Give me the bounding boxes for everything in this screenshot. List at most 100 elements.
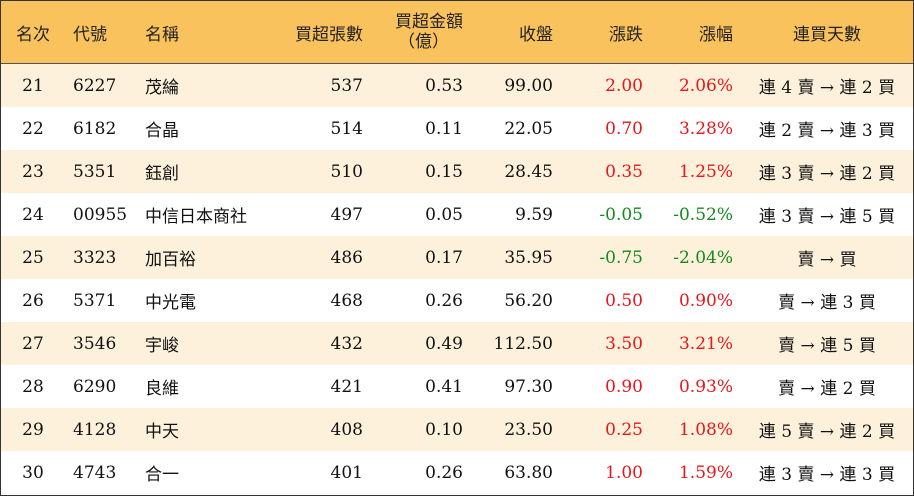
table-row: 21 6227 茂綸 537 0.53 99.00 2.00 2.06% 連 4…	[1, 64, 913, 107]
name-cell: 良維	[145, 379, 179, 399]
name-cell: 中光電	[145, 293, 196, 313]
change-cell: 0.90	[605, 376, 643, 397]
lots-cell: 401	[330, 462, 363, 483]
rank-cell: 26	[22, 290, 44, 311]
rank-cell: 30	[22, 462, 44, 483]
change-pct-cell: 1.08%	[678, 419, 733, 440]
code-cell: 6290	[73, 376, 117, 397]
change-pct-cell: 0.93%	[678, 376, 733, 397]
code-cell: 3546	[73, 333, 117, 354]
change-cell: 0.25	[605, 419, 643, 440]
header-change: 漲跌	[609, 24, 643, 45]
name-cell: 合晶	[145, 121, 179, 141]
header-rank: 名次	[16, 24, 50, 45]
lots-cell: 514	[330, 118, 363, 139]
lots-cell: 421	[330, 376, 363, 397]
close-cell: 9.59	[515, 204, 553, 225]
lots-cell: 468	[330, 290, 363, 311]
amount-cell: 0.53	[425, 75, 463, 96]
header-net-buy-amount: 買超金額 （億）	[373, 1, 463, 63]
code-cell: 00955	[73, 204, 128, 225]
table-row: 26 5371 中光電 468 0.26 56.20 0.50 0.90% 賣 …	[1, 279, 913, 322]
amount-cell: 0.26	[425, 462, 463, 483]
change-pct-cell: 1.59%	[678, 462, 733, 483]
close-cell: 23.50	[504, 419, 553, 440]
header-net-buy-amount-line2: （億）	[398, 32, 449, 52]
change-pct-cell: 3.28%	[678, 118, 733, 139]
name-cell: 鈺創	[145, 164, 179, 184]
change-cell: -0.05	[599, 204, 643, 225]
name-cell: 茂綸	[145, 78, 179, 98]
rank-cell: 21	[22, 75, 44, 96]
code-cell: 5351	[73, 161, 117, 182]
change-cell: 3.50	[605, 333, 643, 354]
change-pct-cell: 1.25%	[678, 161, 733, 182]
change-cell: 1.00	[605, 462, 643, 483]
header-close: 收盤	[519, 24, 553, 45]
rank-cell: 25	[22, 247, 44, 268]
lots-cell: 537	[330, 75, 363, 96]
table-row: 29 4128 中天 408 0.10 23.50 0.25 1.08% 連 5…	[1, 408, 913, 451]
rank-cell: 24	[22, 204, 44, 225]
table-row: 23 5351 鈺創 510 0.15 28.45 0.35 1.25% 連 3…	[1, 150, 913, 193]
consec-days-cell: 連 3 賣 → 連 3 買	[758, 465, 896, 485]
amount-cell: 0.05	[425, 204, 463, 225]
code-cell: 5371	[73, 290, 117, 311]
change-pct-cell: 2.06%	[678, 75, 733, 96]
header-code: 代號	[73, 24, 107, 45]
change-cell: 0.35	[605, 161, 643, 182]
consec-days-cell: 賣 → 買	[797, 250, 857, 270]
amount-cell: 0.26	[425, 290, 463, 311]
consec-days-cell: 賣 → 連 3 買	[778, 293, 876, 313]
name-cell: 合一	[145, 465, 179, 485]
lots-cell: 497	[330, 204, 363, 225]
name-cell: 加百裕	[145, 250, 196, 270]
name-cell: 中天	[145, 422, 179, 442]
amount-cell: 0.10	[425, 419, 463, 440]
code-cell: 6227	[73, 75, 117, 96]
rank-cell: 29	[22, 419, 44, 440]
lots-cell: 510	[330, 161, 363, 182]
header-net-buy-amount-line1: 買超金額	[395, 12, 463, 32]
consec-days-cell: 賣 → 連 2 買	[778, 379, 876, 399]
code-cell: 3323	[73, 247, 117, 268]
close-cell: 35.95	[504, 247, 553, 268]
close-cell: 97.30	[504, 376, 553, 397]
lots-cell: 432	[330, 333, 363, 354]
amount-cell: 0.15	[425, 161, 463, 182]
change-pct-cell: -0.52%	[673, 204, 733, 225]
consec-days-cell: 連 2 賣 → 連 3 買	[758, 121, 896, 141]
lots-cell: 486	[330, 247, 363, 268]
table-row: 30 4743 合一 401 0.26 63.80 1.00 1.59% 連 3…	[1, 451, 913, 494]
header-name: 名稱	[145, 24, 179, 45]
rank-cell: 22	[22, 118, 44, 139]
consec-days-cell: 賣 → 連 5 買	[778, 336, 876, 356]
amount-cell: 0.11	[425, 118, 463, 139]
name-cell: 宇峻	[145, 336, 179, 356]
rank-cell: 27	[22, 333, 44, 354]
table-row: 22 6182 合晶 514 0.11 22.05 0.70 3.28% 連 2…	[1, 107, 913, 150]
consec-days-cell: 連 3 賣 → 連 5 買	[758, 207, 896, 227]
table-row: 25 3323 加百裕 486 0.17 35.95 -0.75 -2.04% …	[1, 236, 913, 279]
header-net-buy-lots: 買超張數	[295, 24, 363, 45]
change-pct-cell: 0.90%	[678, 290, 733, 311]
header-consec-days: 連買天數	[793, 24, 861, 45]
change-cell: 2.00	[605, 75, 643, 96]
header-change-pct: 漲幅	[699, 24, 733, 45]
code-cell: 6182	[73, 118, 117, 139]
consec-days-cell: 連 3 賣 → 連 2 買	[758, 164, 896, 184]
amount-cell: 0.17	[425, 247, 463, 268]
code-cell: 4128	[73, 419, 117, 440]
change-pct-cell: -2.04%	[673, 247, 733, 268]
close-cell: 112.50	[493, 333, 553, 354]
change-cell: -0.75	[599, 247, 643, 268]
table-row: 27 3546 宇峻 432 0.49 112.50 3.50 3.21% 賣 …	[1, 322, 913, 365]
rank-cell: 28	[22, 376, 44, 397]
table-row: 28 6290 良維 421 0.41 97.30 0.90 0.93% 賣 →…	[1, 365, 913, 408]
amount-cell: 0.49	[425, 333, 463, 354]
close-cell: 56.20	[504, 290, 553, 311]
close-cell: 99.00	[504, 75, 553, 96]
consec-days-cell: 連 5 賣 → 連 2 買	[758, 422, 896, 442]
close-cell: 63.80	[504, 462, 553, 483]
